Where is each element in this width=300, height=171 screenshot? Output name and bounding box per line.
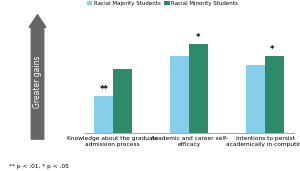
Text: Greater gains: Greater gains (33, 56, 42, 108)
Bar (170, 56, 189, 133)
Bar (189, 44, 208, 133)
Text: *: * (196, 33, 201, 42)
Text: *: * (270, 45, 274, 54)
Text: ** p < .01, * p < .05: ** p < .01, * p < .05 (9, 164, 69, 169)
Bar (266, 56, 284, 133)
Text: **: ** (100, 85, 109, 94)
Bar (94, 96, 112, 133)
Bar (112, 69, 132, 133)
Legend: Racial Majority Students, Racial Minority Students: Racial Majority Students, Racial Minorit… (85, 0, 240, 8)
Bar (246, 65, 266, 133)
